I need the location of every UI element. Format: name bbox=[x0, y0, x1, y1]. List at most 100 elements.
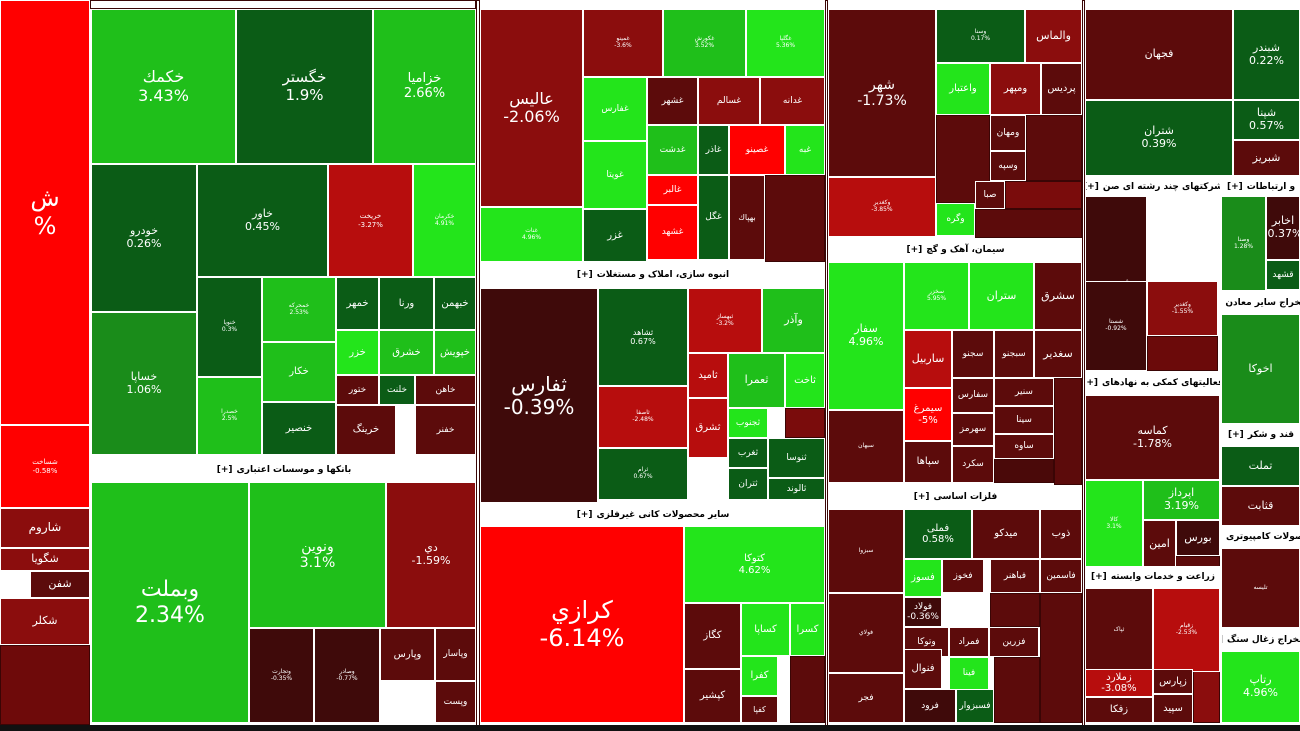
stock-tile[interactable]: شبندر 0.22% bbox=[1233, 9, 1300, 100]
expand-button[interactable]: [+] bbox=[913, 492, 930, 502]
stock-tile[interactable]: کماسه -1.78% bbox=[1085, 395, 1220, 480]
stock-tile[interactable]: فخوز bbox=[942, 559, 984, 593]
expand-button[interactable]: [+] bbox=[1086, 181, 1099, 192]
stock-tile[interactable]: خکار bbox=[262, 342, 336, 402]
stock-tile[interactable]: فجهان bbox=[1085, 9, 1233, 100]
stock-tile[interactable]: ثبهساز -3.2% bbox=[688, 288, 762, 353]
stock-tile[interactable]: وتجارت -0.35% bbox=[249, 628, 314, 723]
expand-button[interactable]: [+] bbox=[1221, 532, 1222, 542]
stock-tile[interactable]: رتاپ 4.96% bbox=[1221, 651, 1300, 723]
expand-button[interactable]: [+] bbox=[906, 245, 923, 255]
stock-tile[interactable]: وسپه bbox=[990, 151, 1026, 181]
sector-header-financial-aux[interactable]: فعالیتهای کمکی به نهادهای[+] bbox=[1085, 371, 1220, 395]
stock-tile[interactable]: کفپا bbox=[741, 696, 778, 723]
stock-tile[interactable]: سجنو bbox=[952, 330, 994, 378]
expand-button[interactable]: [+] bbox=[1222, 635, 1223, 645]
stock-tile[interactable]: خمحرکه 2.53% bbox=[262, 277, 336, 342]
stock-tile[interactable]: خپویش bbox=[434, 330, 476, 375]
stock-tile[interactable]: وکغدیر -1.55% bbox=[1147, 281, 1218, 336]
stock-tile[interactable]: ثغرب bbox=[728, 438, 768, 468]
stock-tile[interactable]: خگستر 1.9% bbox=[236, 9, 373, 164]
expand-button[interactable]: [+] bbox=[216, 465, 233, 475]
stock-tile[interactable]: غبه bbox=[785, 125, 825, 175]
stock-tile[interactable]: سنیر bbox=[994, 378, 1054, 406]
stock-tile[interactable]: خریخت -3.27% bbox=[328, 164, 413, 277]
stock-tile[interactable]: کرازي -6.14% bbox=[480, 526, 684, 723]
stock-tile[interactable]: ثامید bbox=[688, 353, 728, 398]
stock-tile[interactable]: قشهد bbox=[1266, 260, 1300, 290]
stock-tile[interactable]: کفرا bbox=[741, 656, 778, 696]
sector-header-sugar[interactable]: قند و شکر [+] bbox=[1221, 424, 1300, 446]
stock-tile[interactable]: خودرو 0.26% bbox=[91, 164, 197, 312]
stock-tile[interactable]: غویتا bbox=[583, 141, 647, 209]
stock-tile[interactable]: وآذر bbox=[762, 288, 825, 353]
stock-tile[interactable]: غالبر bbox=[647, 175, 698, 205]
stock-tile[interactable]: شگویا bbox=[0, 548, 90, 571]
stock-tile[interactable]: خلنت bbox=[379, 375, 415, 405]
stock-tile[interactable]: وصنا 1.28% bbox=[1221, 196, 1266, 291]
stock-tile[interactable]: سبزوا bbox=[828, 509, 904, 593]
stock-tile[interactable]: کسرا bbox=[790, 603, 825, 656]
stock-tile[interactable]: ثرام 0.67% bbox=[598, 448, 688, 500]
stock-tile[interactable]: وسنا 0.17% bbox=[936, 9, 1025, 63]
stock-tile[interactable]: سفارس bbox=[952, 378, 994, 413]
stock-tile[interactable]: فجر bbox=[828, 673, 904, 723]
stock-tile[interactable]: فینا bbox=[949, 657, 989, 690]
stock-tile[interactable]: سکرد bbox=[952, 446, 994, 483]
stock-tile[interactable]: خزر bbox=[336, 330, 379, 375]
stock-tile[interactable]: ثفارس -0.39% bbox=[480, 288, 598, 503]
stock-tile[interactable]: شکلر bbox=[0, 598, 90, 645]
stock-tile[interactable]: فباهنر bbox=[990, 559, 1040, 593]
stock-tile[interactable]: غصینو bbox=[729, 125, 785, 175]
stock-tile[interactable]: ثنوسا bbox=[768, 438, 825, 478]
stock-tile[interactable]: سغدیر bbox=[1034, 330, 1082, 378]
stock-tile[interactable]: واعتبار bbox=[936, 63, 990, 115]
stock-tile[interactable]: وکغدیر -3.85% bbox=[828, 177, 936, 237]
stock-tile[interactable]: کگاز bbox=[684, 603, 741, 669]
stock-tile[interactable]: فملی 0.58% bbox=[904, 509, 972, 559]
stock-tile[interactable]: دي -1.59% bbox=[386, 482, 476, 628]
stock-tile[interactable]: غدانه bbox=[760, 77, 825, 125]
stock-tile[interactable]: کتوکا 4.62% bbox=[684, 526, 825, 603]
sector-header-telecom[interactable]: و ارتباطات [+] bbox=[1221, 177, 1300, 196]
stock-tile[interactable]: ونوین 3.1% bbox=[249, 482, 386, 628]
sector-header-construction[interactable]: انبوه سازی، املاک و مستغلات [+] bbox=[480, 262, 825, 288]
stock-tile[interactable]: سیمرغ -5% bbox=[904, 388, 952, 441]
stock-tile[interactable]: غگلپا 5.36% bbox=[746, 9, 825, 77]
stock-tile[interactable]: فسبزوار bbox=[956, 689, 994, 723]
stock-tile[interactable]: ثعمرا bbox=[728, 353, 785, 408]
expand-button[interactable]: [+] bbox=[1227, 430, 1244, 440]
stock-tile[interactable]: ذوب bbox=[1040, 509, 1082, 559]
stock-tile[interactable]: شاروم bbox=[0, 508, 90, 548]
stock-tile[interactable]: اخوکا bbox=[1221, 314, 1300, 424]
stock-tile[interactable]: ثجنوب bbox=[728, 408, 768, 438]
stock-tile[interactable]: سشرق bbox=[1034, 262, 1082, 330]
stock-tile[interactable]: تملت bbox=[1221, 446, 1300, 486]
stock-tile[interactable]: اپرداز 3.19% bbox=[1143, 480, 1220, 520]
stock-tile[interactable]: غدشت bbox=[647, 125, 698, 175]
stock-tile[interactable]: سپاها bbox=[904, 441, 952, 483]
stock-tile[interactable]: وپارس bbox=[380, 628, 435, 681]
stock-tile[interactable]: خکرمان 4.91% bbox=[413, 164, 476, 277]
expand-button[interactable]: [+] bbox=[576, 270, 593, 280]
stock-tile[interactable]: عالیس -2.06% bbox=[480, 9, 583, 207]
stock-tile[interactable]: ساوه bbox=[994, 434, 1054, 459]
stock-tile[interactable]: غزر bbox=[583, 209, 647, 262]
stock-tile[interactable]: زقیام -2.53% bbox=[1153, 588, 1220, 672]
stock-tile[interactable]: شتران 0.39% bbox=[1085, 100, 1233, 176]
stock-tile[interactable]: شستا -0.92% bbox=[1085, 281, 1147, 371]
sector-header-basic-metals[interactable]: فلزات اساسی [+] bbox=[828, 485, 1082, 509]
stock-tile[interactable]: فمراد bbox=[949, 627, 989, 657]
stock-tile[interactable]: فنوال bbox=[904, 649, 942, 689]
stock-tile[interactable]: فزرین bbox=[989, 627, 1039, 657]
stock-tile[interactable]: سپید bbox=[1153, 694, 1193, 723]
stock-tile[interactable]: بهپاك bbox=[729, 175, 765, 260]
stock-tile[interactable]: خصدرا 2.5% bbox=[197, 377, 262, 455]
stock-tile[interactable]: ساربیل bbox=[904, 330, 952, 388]
stock-tile[interactable]: شپنا 0.57% bbox=[1233, 100, 1300, 140]
stock-tile[interactable]: ستران bbox=[969, 262, 1034, 330]
stock-tile[interactable]: اخابر-0.37% bbox=[1266, 196, 1300, 260]
stock-tile[interactable]: خساپا 1.06% bbox=[91, 312, 197, 455]
stock-tile[interactable]: غاذر bbox=[698, 125, 729, 175]
stock-tile[interactable]: وبملت 2.34% bbox=[91, 482, 249, 723]
